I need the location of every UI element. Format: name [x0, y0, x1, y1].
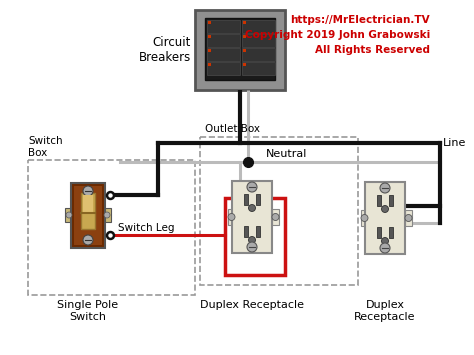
Bar	[207, 34, 240, 47]
Bar	[244, 194, 248, 205]
Bar	[225, 198, 285, 275]
Bar	[242, 34, 275, 47]
Text: Outlet Box: Outlet Box	[205, 124, 260, 134]
Text: Duplex Receptacle: Duplex Receptacle	[200, 300, 304, 310]
Circle shape	[382, 237, 389, 245]
Bar	[208, 35, 211, 38]
Circle shape	[247, 242, 257, 252]
Bar	[205, 18, 275, 80]
Bar	[208, 63, 211, 66]
Bar	[242, 20, 275, 33]
Bar	[244, 226, 248, 237]
Bar	[228, 209, 235, 225]
Bar	[405, 210, 412, 226]
Circle shape	[405, 214, 412, 222]
Bar	[232, 181, 272, 253]
Circle shape	[382, 206, 389, 213]
Text: Single Pole
Switch: Single Pole Switch	[57, 300, 118, 322]
Circle shape	[380, 183, 390, 193]
Text: Line: Line	[443, 138, 466, 148]
Bar	[207, 48, 240, 61]
Bar	[242, 62, 275, 75]
Text: Switch
Box: Switch Box	[28, 136, 63, 158]
Bar	[389, 227, 393, 238]
Bar	[365, 182, 405, 254]
Bar	[243, 35, 246, 38]
Bar	[65, 208, 73, 222]
Bar	[28, 160, 195, 295]
Text: https://MrElectrician.TV
Copyright 2019 John Grabowski
All Rights Reserved: https://MrElectrician.TV Copyright 2019 …	[245, 15, 430, 55]
Bar	[377, 227, 381, 238]
Bar	[243, 63, 246, 66]
Circle shape	[247, 182, 257, 192]
Bar	[208, 21, 211, 24]
Bar	[81, 193, 95, 229]
Bar	[195, 10, 285, 90]
Bar	[103, 208, 111, 222]
Bar	[256, 226, 260, 237]
Circle shape	[248, 204, 255, 212]
Circle shape	[361, 214, 368, 222]
Text: Circuit
Breakers: Circuit Breakers	[139, 36, 191, 64]
Text: Switch Leg: Switch Leg	[118, 223, 174, 233]
Bar	[377, 195, 381, 206]
Bar	[207, 62, 240, 75]
Circle shape	[83, 186, 93, 196]
Bar	[200, 137, 358, 285]
Circle shape	[66, 212, 72, 218]
Circle shape	[248, 236, 255, 244]
Bar	[243, 21, 246, 24]
Bar	[83, 195, 93, 213]
Text: Neutral: Neutral	[266, 149, 307, 159]
Bar	[208, 49, 211, 52]
Circle shape	[83, 235, 93, 245]
Circle shape	[380, 243, 390, 253]
Bar	[256, 194, 260, 205]
Circle shape	[272, 213, 279, 220]
Text: Duplex
Receptacle: Duplex Receptacle	[354, 300, 416, 322]
Bar	[243, 49, 246, 52]
Bar	[272, 209, 279, 225]
Bar	[389, 195, 393, 206]
Bar	[71, 183, 105, 248]
Circle shape	[104, 212, 110, 218]
Bar	[361, 210, 368, 226]
Bar	[207, 20, 240, 33]
Bar	[242, 48, 275, 61]
Bar	[74, 186, 102, 245]
Circle shape	[228, 213, 235, 220]
